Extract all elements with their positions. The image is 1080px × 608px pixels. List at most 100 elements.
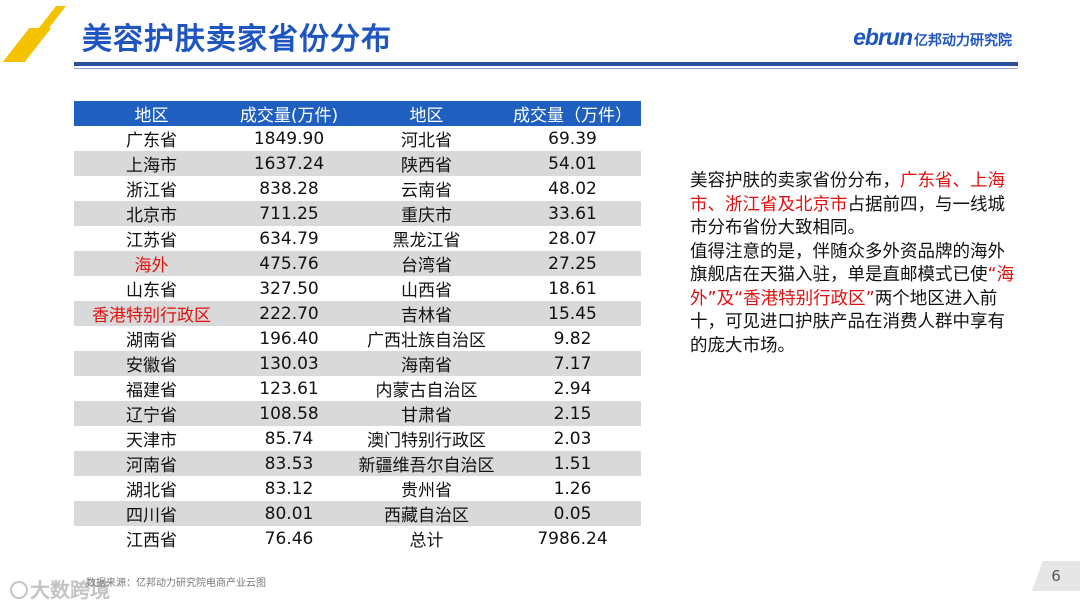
volume-cell: 2.94 [504, 376, 641, 401]
region-cell: 湖南省 [74, 326, 229, 351]
region-cell: 广东省 [74, 126, 229, 151]
volume-cell: 83.12 [229, 476, 349, 501]
region-cell: 河北省 [349, 126, 504, 151]
region-cell: 海外 [74, 251, 229, 276]
header-divider-thin [74, 68, 1018, 69]
table-row: 上海市 1637.24 陕西省 54.01 [74, 151, 641, 176]
desc-p1-text: 美容护肤的卖家省份分布， [690, 171, 900, 191]
volume-cell: 18.61 [504, 276, 641, 301]
col-header-volume: 成交量（万件） [504, 101, 641, 126]
region-cell: 天津市 [74, 426, 229, 451]
watermark-text: 大数跨境 [30, 578, 110, 602]
table-header-row: 地区 成交量(万件) 地区 成交量（万件） [74, 101, 641, 126]
table-row: 湖南省 196.40 广西壮族自治区 9.82 [74, 326, 641, 351]
table-row: 浙江省 838.28 云南省 48.02 [74, 176, 641, 201]
volume-cell: 196.40 [229, 326, 349, 351]
volume-cell: 0.05 [504, 501, 641, 526]
volume-cell: 1.51 [504, 451, 641, 476]
description-text: 美容护肤的卖家省份分布，广东省、上海市、浙江省及北京市占据前四，与一线城市分布省… [690, 170, 1020, 358]
volume-cell: 9.82 [504, 326, 641, 351]
volume-cell: 1849.90 [229, 126, 349, 151]
volume-cell: 327.50 [229, 276, 349, 301]
volume-cell: 7.17 [504, 351, 641, 376]
table-row: 广东省 1849.90 河北省 69.39 [74, 126, 641, 151]
desc-p2-text: 两个地区进入前十，可见进口护肤产品在消费人群中享有的庞大市场。 [690, 288, 1005, 356]
region-cell: 福建省 [74, 376, 229, 401]
table-row: 海外 475.76 台湾省 27.25 [74, 251, 641, 276]
region-cell: 山东省 [74, 276, 229, 301]
region-cell: 辽宁省 [74, 401, 229, 426]
table-row: 辽宁省 108.58 甘肃省 2.15 [74, 401, 641, 426]
region-cell: 澳门特别行政区 [349, 426, 504, 451]
volume-cell: 27.25 [504, 251, 641, 276]
col-header-volume: 成交量(万件) [229, 101, 349, 126]
region-cell: 贵州省 [349, 476, 504, 501]
region-cell: 内蒙古自治区 [349, 376, 504, 401]
watermark-icon [10, 581, 28, 599]
volume-cell: 838.28 [229, 176, 349, 201]
volume-cell: 222.70 [229, 301, 349, 326]
region-cell: 上海市 [74, 151, 229, 176]
table-row: 四川省 80.01 西藏自治区 0.05 [74, 501, 641, 526]
logo-brand: ebrun [853, 24, 913, 50]
region-cell: 台湾省 [349, 251, 504, 276]
page-title: 美容护肤卖家省份分布 [82, 22, 392, 57]
logo-brand-cn: 亿邦动力研究院 [914, 33, 1012, 49]
volume-cell: 2.03 [504, 426, 641, 451]
volume-cell: 711.25 [229, 201, 349, 226]
region-cell: 江苏省 [74, 226, 229, 251]
region-cell: 香港特别行政区 [74, 301, 229, 326]
table-row: 江西省 76.46 总计 7986.24 [74, 526, 641, 551]
volume-cell: 80.01 [229, 501, 349, 526]
accent-slash [2, 28, 52, 62]
volume-cell: 634.79 [229, 226, 349, 251]
region-cell: 四川省 [74, 501, 229, 526]
region-cell: 北京市 [74, 201, 229, 226]
region-cell: 吉林省 [349, 301, 504, 326]
volume-cell: 54.01 [504, 151, 641, 176]
region-cell: 湖北省 [74, 476, 229, 501]
region-cell: 山西省 [349, 276, 504, 301]
volume-cell: 108.58 [229, 401, 349, 426]
volume-cell: 475.76 [229, 251, 349, 276]
volume-cell: 130.03 [229, 351, 349, 376]
col-header-region: 地区 [349, 101, 504, 126]
volume-cell: 33.61 [504, 201, 641, 226]
region-cell: 云南省 [349, 176, 504, 201]
col-header-region: 地区 [74, 101, 229, 126]
table-row: 北京市 711.25 重庆市 33.61 [74, 201, 641, 226]
volume-cell: 15.45 [504, 301, 641, 326]
page-number: 6 [1032, 561, 1080, 591]
region-cell: 陕西省 [349, 151, 504, 176]
table-row: 香港特别行政区 222.70 吉林省 15.45 [74, 301, 641, 326]
header-divider [74, 62, 1018, 66]
region-cell: 广西壮族自治区 [349, 326, 504, 351]
table-row: 安徽省 130.03 海南省 7.17 [74, 351, 641, 376]
region-cell: 江西省 [74, 526, 229, 551]
volume-cell: 83.53 [229, 451, 349, 476]
volume-cell: 69.39 [504, 126, 641, 151]
data-source-note: 数据来源：亿邦动力研究院电商产业云图 [86, 578, 266, 589]
volume-cell: 85.74 [229, 426, 349, 451]
table-body: 广东省 1849.90 河北省 69.39 上海市 1637.24 陕西省 54.01 浙江省 8… [74, 126, 641, 551]
volume-cell: 1637.24 [229, 151, 349, 176]
region-cell: 浙江省 [74, 176, 229, 201]
table-row: 江苏省 634.79 黑龙江省 28.07 [74, 226, 641, 251]
table-row: 湖北省 83.12 贵州省 1.26 [74, 476, 641, 501]
desc-p1-text: 占据前四，与一线城市分布省份大致相同。 [690, 194, 1005, 239]
region-cell: 总计 [349, 526, 504, 551]
volume-cell: 48.02 [504, 176, 641, 201]
region-cell: 甘肃省 [349, 401, 504, 426]
desc-p1-highlight: 广东省、上海市、浙江省及北京市 [690, 171, 1005, 215]
region-cell: 安徽省 [74, 351, 229, 376]
desc-p2-text: 值得注意的是，伴随众多外资品牌的海外旗舰店在天猫入驻，单是直邮模式已使 [690, 241, 1005, 286]
seller-province-table: 地区 成交量(万件) 地区 成交量（万件） 广东省 1849.90 河北省 69.39… [74, 101, 641, 551]
region-cell: 西藏自治区 [349, 501, 504, 526]
region-cell: 重庆市 [349, 201, 504, 226]
logo: ebrun 亿邦动力研究院 [853, 24, 1012, 51]
volume-cell: 28.07 [504, 226, 641, 251]
desc-p2-highlight: “海外”及“香港特别行政区” [690, 265, 1015, 309]
table-row: 福建省 123.61 内蒙古自治区 2.94 [74, 376, 641, 401]
volume-cell: 123.61 [229, 376, 349, 401]
table-row: 天津市 85.74 澳门特别行政区 2.03 [74, 426, 641, 451]
